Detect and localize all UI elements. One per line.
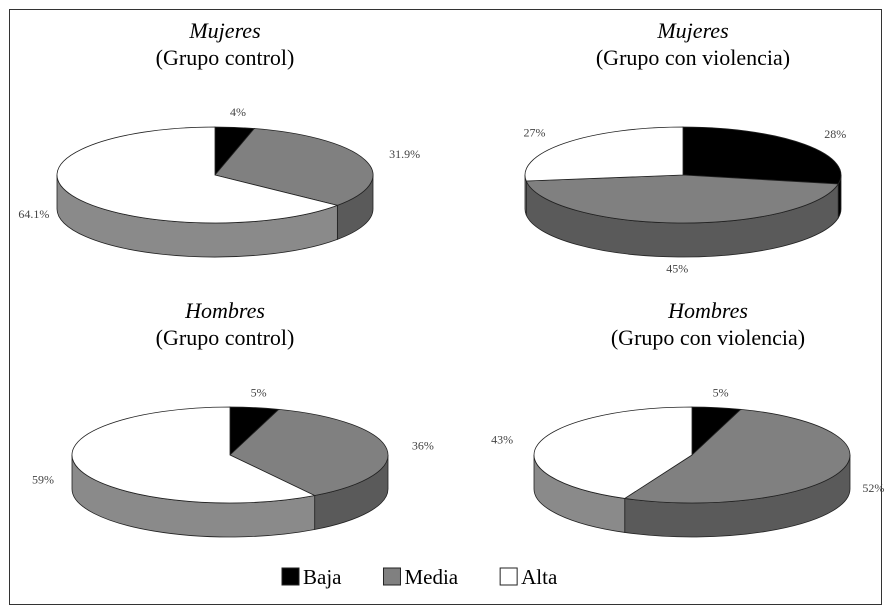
legend-swatch xyxy=(499,567,518,586)
chart-subtitle: (Grupo con violencia) xyxy=(596,45,790,70)
slice xyxy=(525,174,839,258)
chart-title: Mujeres xyxy=(656,18,728,43)
legend-swatch xyxy=(382,567,401,586)
chart-subtitle: (Grupo control) xyxy=(156,325,295,350)
slice-top xyxy=(533,406,693,499)
data-label: 4% xyxy=(230,105,246,119)
data-label: 5% xyxy=(251,385,267,399)
slice-top xyxy=(71,406,316,504)
legend-swatch xyxy=(281,567,300,586)
legend-label: Baja xyxy=(303,565,342,589)
slice-top xyxy=(229,408,389,496)
chart-title: Hombres xyxy=(184,298,265,323)
chart-subtitle: (Grupo con violencia) xyxy=(611,325,805,350)
slice xyxy=(682,126,842,220)
data-label: 64.1% xyxy=(18,207,49,221)
slice-top xyxy=(525,174,839,224)
slice-top xyxy=(56,126,339,224)
data-label: 52% xyxy=(862,481,884,495)
slice-top xyxy=(524,126,684,182)
slice xyxy=(214,128,374,240)
slice-top xyxy=(214,128,374,206)
legend-label: Alta xyxy=(521,565,558,589)
slice xyxy=(533,406,693,533)
chart-title: Hombres xyxy=(667,298,748,323)
slice-top xyxy=(623,408,851,504)
data-label: 36% xyxy=(412,438,434,452)
data-label: 28% xyxy=(824,127,846,141)
data-label: 43% xyxy=(491,433,513,447)
slice-top xyxy=(682,126,842,185)
data-label: 45% xyxy=(666,261,688,275)
slice xyxy=(71,406,316,538)
chart-subtitle: (Grupo control) xyxy=(156,45,295,70)
data-label: 31.9% xyxy=(389,147,420,161)
data-label: 27% xyxy=(524,125,546,139)
data-label: 5% xyxy=(713,385,729,399)
slice xyxy=(524,126,684,216)
slice xyxy=(56,126,339,258)
chart-title: Mujeres xyxy=(188,18,260,43)
data-label: 59% xyxy=(32,473,54,487)
legend-label: Media xyxy=(404,565,458,589)
